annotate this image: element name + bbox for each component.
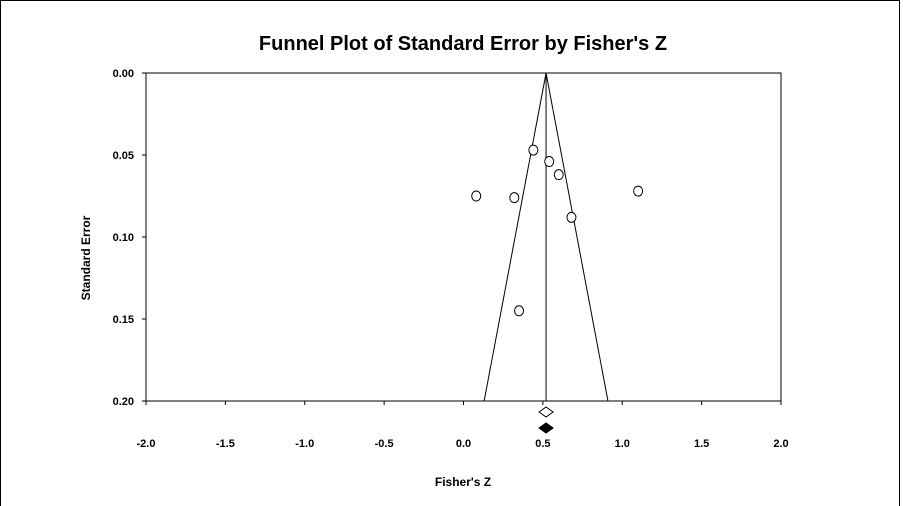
y-tick-label: 0.05 <box>113 150 134 162</box>
x-axis-ticks: -2.0 -1.5 -1.0 -0.5 0.0 0.5 1.0 1.5 2.0 <box>137 401 789 450</box>
y-axis-label: Standard Error <box>79 215 93 300</box>
x-tick-label: 0.0 <box>456 438 471 450</box>
observed-summary-diamond <box>538 406 554 418</box>
study-point <box>633 185 644 197</box>
image-frame-top <box>0 0 900 1</box>
x-tick-label: 0.5 <box>535 438 550 450</box>
plot-frame <box>145 72 782 402</box>
study-points <box>471 144 644 317</box>
x-tick-label: -2.0 <box>137 438 156 450</box>
funnel-right-line <box>545 72 609 402</box>
x-axis-label: Fisher's Z <box>435 475 491 489</box>
y-tick-label: 0.20 <box>113 396 134 408</box>
image-frame-left <box>0 0 1 506</box>
funnel-lines <box>483 72 609 402</box>
y-tick-label: 0.00 <box>113 68 134 80</box>
chart-title: Funnel Plot of Standard Error by Fisher'… <box>259 33 667 55</box>
x-tick-label: 1.5 <box>694 438 709 450</box>
x-tick-label: 1.0 <box>615 438 630 450</box>
funnel-left-line <box>483 72 547 402</box>
x-tick-label: 2.0 <box>773 438 788 450</box>
x-tick-label: -0.5 <box>375 438 394 450</box>
summary-diamonds <box>538 406 554 434</box>
y-tick-label: 0.10 <box>113 232 134 244</box>
study-point <box>514 305 525 317</box>
x-tick-label: -1.0 <box>295 438 314 450</box>
study-point <box>509 192 520 204</box>
study-point <box>544 156 555 168</box>
study-point <box>553 169 564 181</box>
study-point <box>566 211 577 223</box>
study-point <box>528 144 539 156</box>
y-axis-ticks: 0.00 0.05 0.10 0.15 0.20 <box>113 68 146 408</box>
study-point <box>471 190 482 202</box>
y-tick-label: 0.15 <box>113 314 134 326</box>
adjusted-summary-diamond <box>538 422 554 434</box>
image-frame-right <box>899 0 900 506</box>
x-tick-label: -1.5 <box>216 438 235 450</box>
